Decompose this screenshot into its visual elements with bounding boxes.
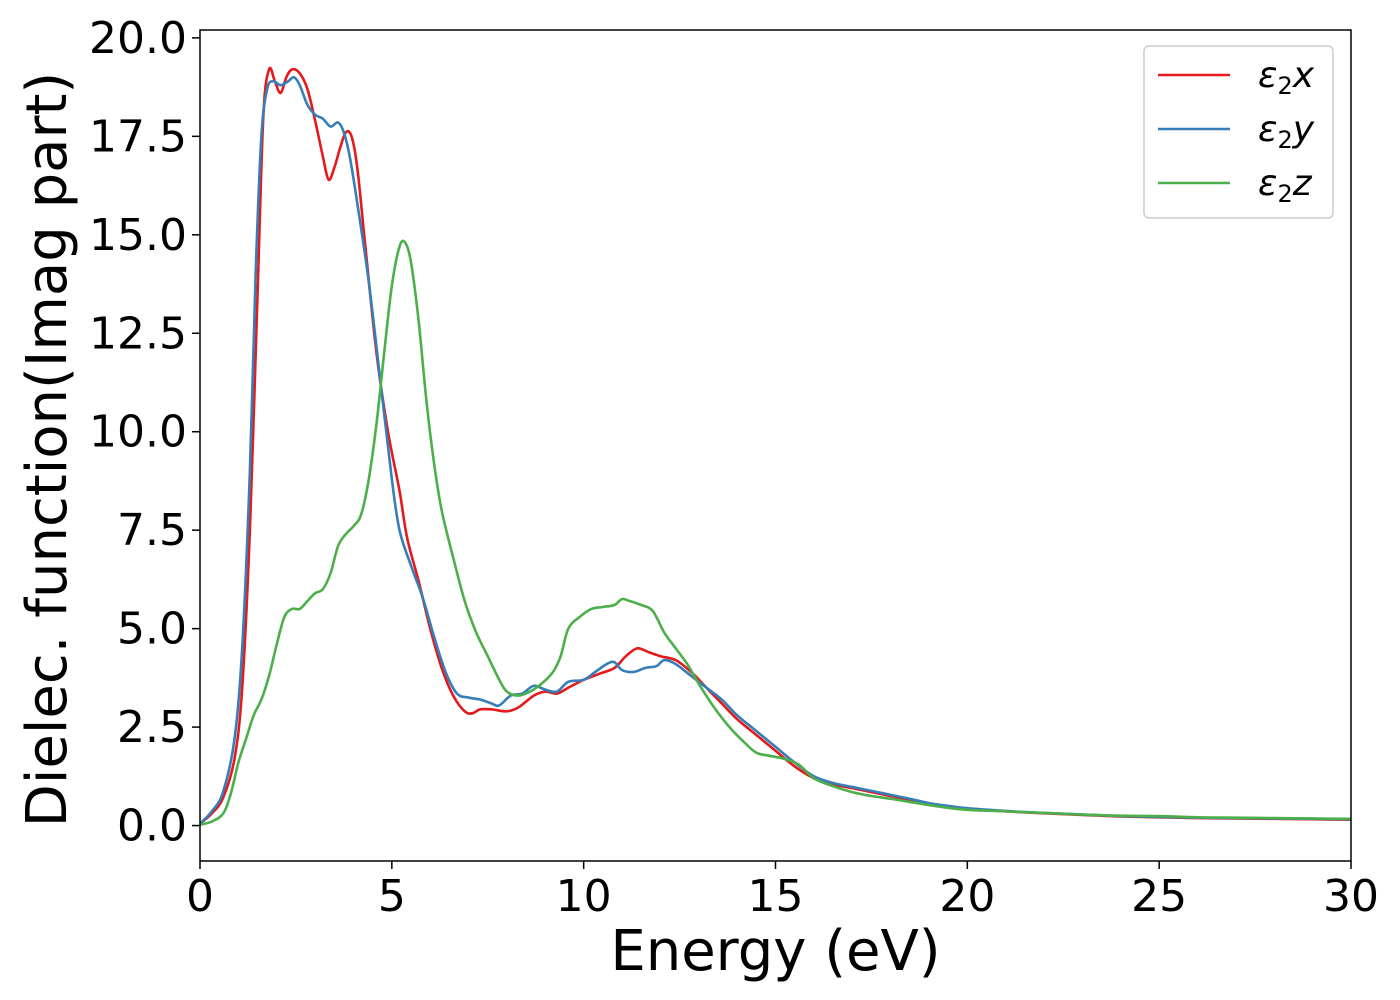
y-tick-label: 12.5 — [89, 308, 187, 359]
x-tick-label: 0 — [186, 871, 214, 922]
y-tick-label: 20.0 — [89, 13, 187, 64]
y-axis-label: Dielec. function(Imag part) — [15, 72, 80, 828]
y-tick-label: 17.5 — [89, 111, 187, 162]
x-tick-label: 30 — [1323, 871, 1379, 922]
x-axis-label: Energy (eV) — [610, 919, 940, 984]
y-tick-label: 2.5 — [117, 702, 187, 753]
x-tick-label: 25 — [1131, 871, 1187, 922]
y-tick-label: 5.0 — [117, 604, 187, 655]
y-tick-label: 10.0 — [89, 407, 187, 458]
series-line-z — [199, 239, 1352, 827]
series-line-y — [199, 75, 1352, 825]
x-tick-label: 20 — [939, 871, 995, 922]
y-tick-label: 7.5 — [117, 505, 187, 556]
y-tick-label: 15.0 — [89, 210, 187, 261]
legend-box — [1143, 45, 1334, 219]
legend-label-z: ε2z — [1258, 163, 1313, 208]
legend: ε2x ε2y ε2z — [1143, 45, 1334, 219]
legend-label-y: ε2y — [1258, 109, 1315, 154]
y-tick-label: 0.0 — [117, 801, 187, 852]
series-layer — [199, 66, 1352, 827]
x-tick-label: 15 — [748, 871, 804, 922]
x-tick-label: 5 — [378, 871, 406, 922]
x-tick-label: 10 — [556, 871, 612, 922]
legend-label-x: ε2x — [1258, 55, 1315, 100]
ticks-layer: 0 5 10 15 20 25 30 0.0 2.5 5.0 7.5 10.0 12.5 15.0 17.5… — [89, 13, 1379, 922]
